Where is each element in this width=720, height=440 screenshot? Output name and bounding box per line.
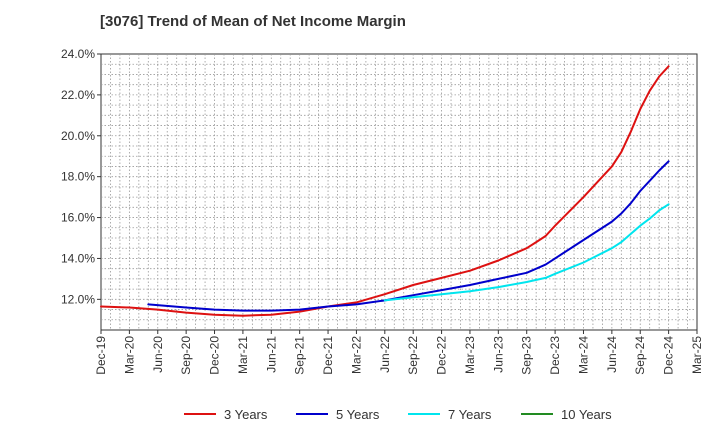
x-tick-label: Jun-21 xyxy=(264,336,278,373)
y-tick-label: 20.0% xyxy=(61,129,95,143)
grid-lines xyxy=(101,54,697,330)
x-tick-labels: Dec-19 Mar-20 Jun-20 Sep-20 Dec-20 Mar-21 Jun-… xyxy=(94,330,704,375)
x-tick-label: Dec-23 xyxy=(548,336,562,375)
x-tick-label: Mar-20 xyxy=(122,336,136,374)
series-lines xyxy=(100,65,670,317)
x-tick-label: Dec-19 xyxy=(94,336,108,375)
x-tick-label: Sep-24 xyxy=(633,336,647,375)
legend-label-3: 7 Years xyxy=(448,407,492,422)
x-tick-label: Mar-22 xyxy=(349,336,363,374)
x-tick-label: Jun-23 xyxy=(491,336,505,373)
legend: 3 Years 5 Years 7 Years 10 Years xyxy=(184,407,612,422)
y-tick-labels: 12.0% 14.0% 16.0% 18.0% 20.0% 22.0% 24.0% xyxy=(61,47,101,306)
x-tick-label: Sep-23 xyxy=(520,336,534,375)
x-tick-label: Mar-21 xyxy=(236,336,250,374)
series-line-3 xyxy=(383,203,670,302)
x-tick-label: Jun-22 xyxy=(378,336,392,373)
x-tick-label: Mar-25 xyxy=(690,336,704,374)
plot-area xyxy=(100,53,698,331)
x-tick-label: Dec-22 xyxy=(435,336,449,375)
x-tick-label: Sep-21 xyxy=(293,336,307,375)
y-tick-label: 24.0% xyxy=(61,47,95,61)
chart-title: [3076] Trend of Mean of Net Income Margi… xyxy=(100,13,406,30)
x-tick-label: Dec-21 xyxy=(321,336,335,375)
y-tick-label: 22.0% xyxy=(61,88,95,102)
x-tick-label: Jun-20 xyxy=(151,336,165,373)
x-tick-label: Sep-20 xyxy=(179,336,193,375)
x-tick-label: Dec-24 xyxy=(662,336,676,375)
x-tick-label: Jun-24 xyxy=(605,336,619,373)
legend-label-1: 3 Years xyxy=(224,407,268,422)
legend-label-2: 5 Years xyxy=(336,407,380,422)
y-tick-label: 14.0% xyxy=(61,251,95,265)
legend-label-4: 10 Years xyxy=(561,407,612,422)
y-tick-label: 18.0% xyxy=(61,170,95,184)
y-tick-label: 12.0% xyxy=(61,292,95,306)
series-line-1 xyxy=(100,65,670,317)
y-tick-label: 16.0% xyxy=(61,211,95,225)
x-tick-label: Mar-23 xyxy=(463,336,477,374)
x-tick-label: Mar-24 xyxy=(576,336,590,374)
series-line-2 xyxy=(147,160,670,312)
x-tick-label: Sep-22 xyxy=(406,336,420,375)
x-tick-label: Dec-20 xyxy=(208,336,222,375)
